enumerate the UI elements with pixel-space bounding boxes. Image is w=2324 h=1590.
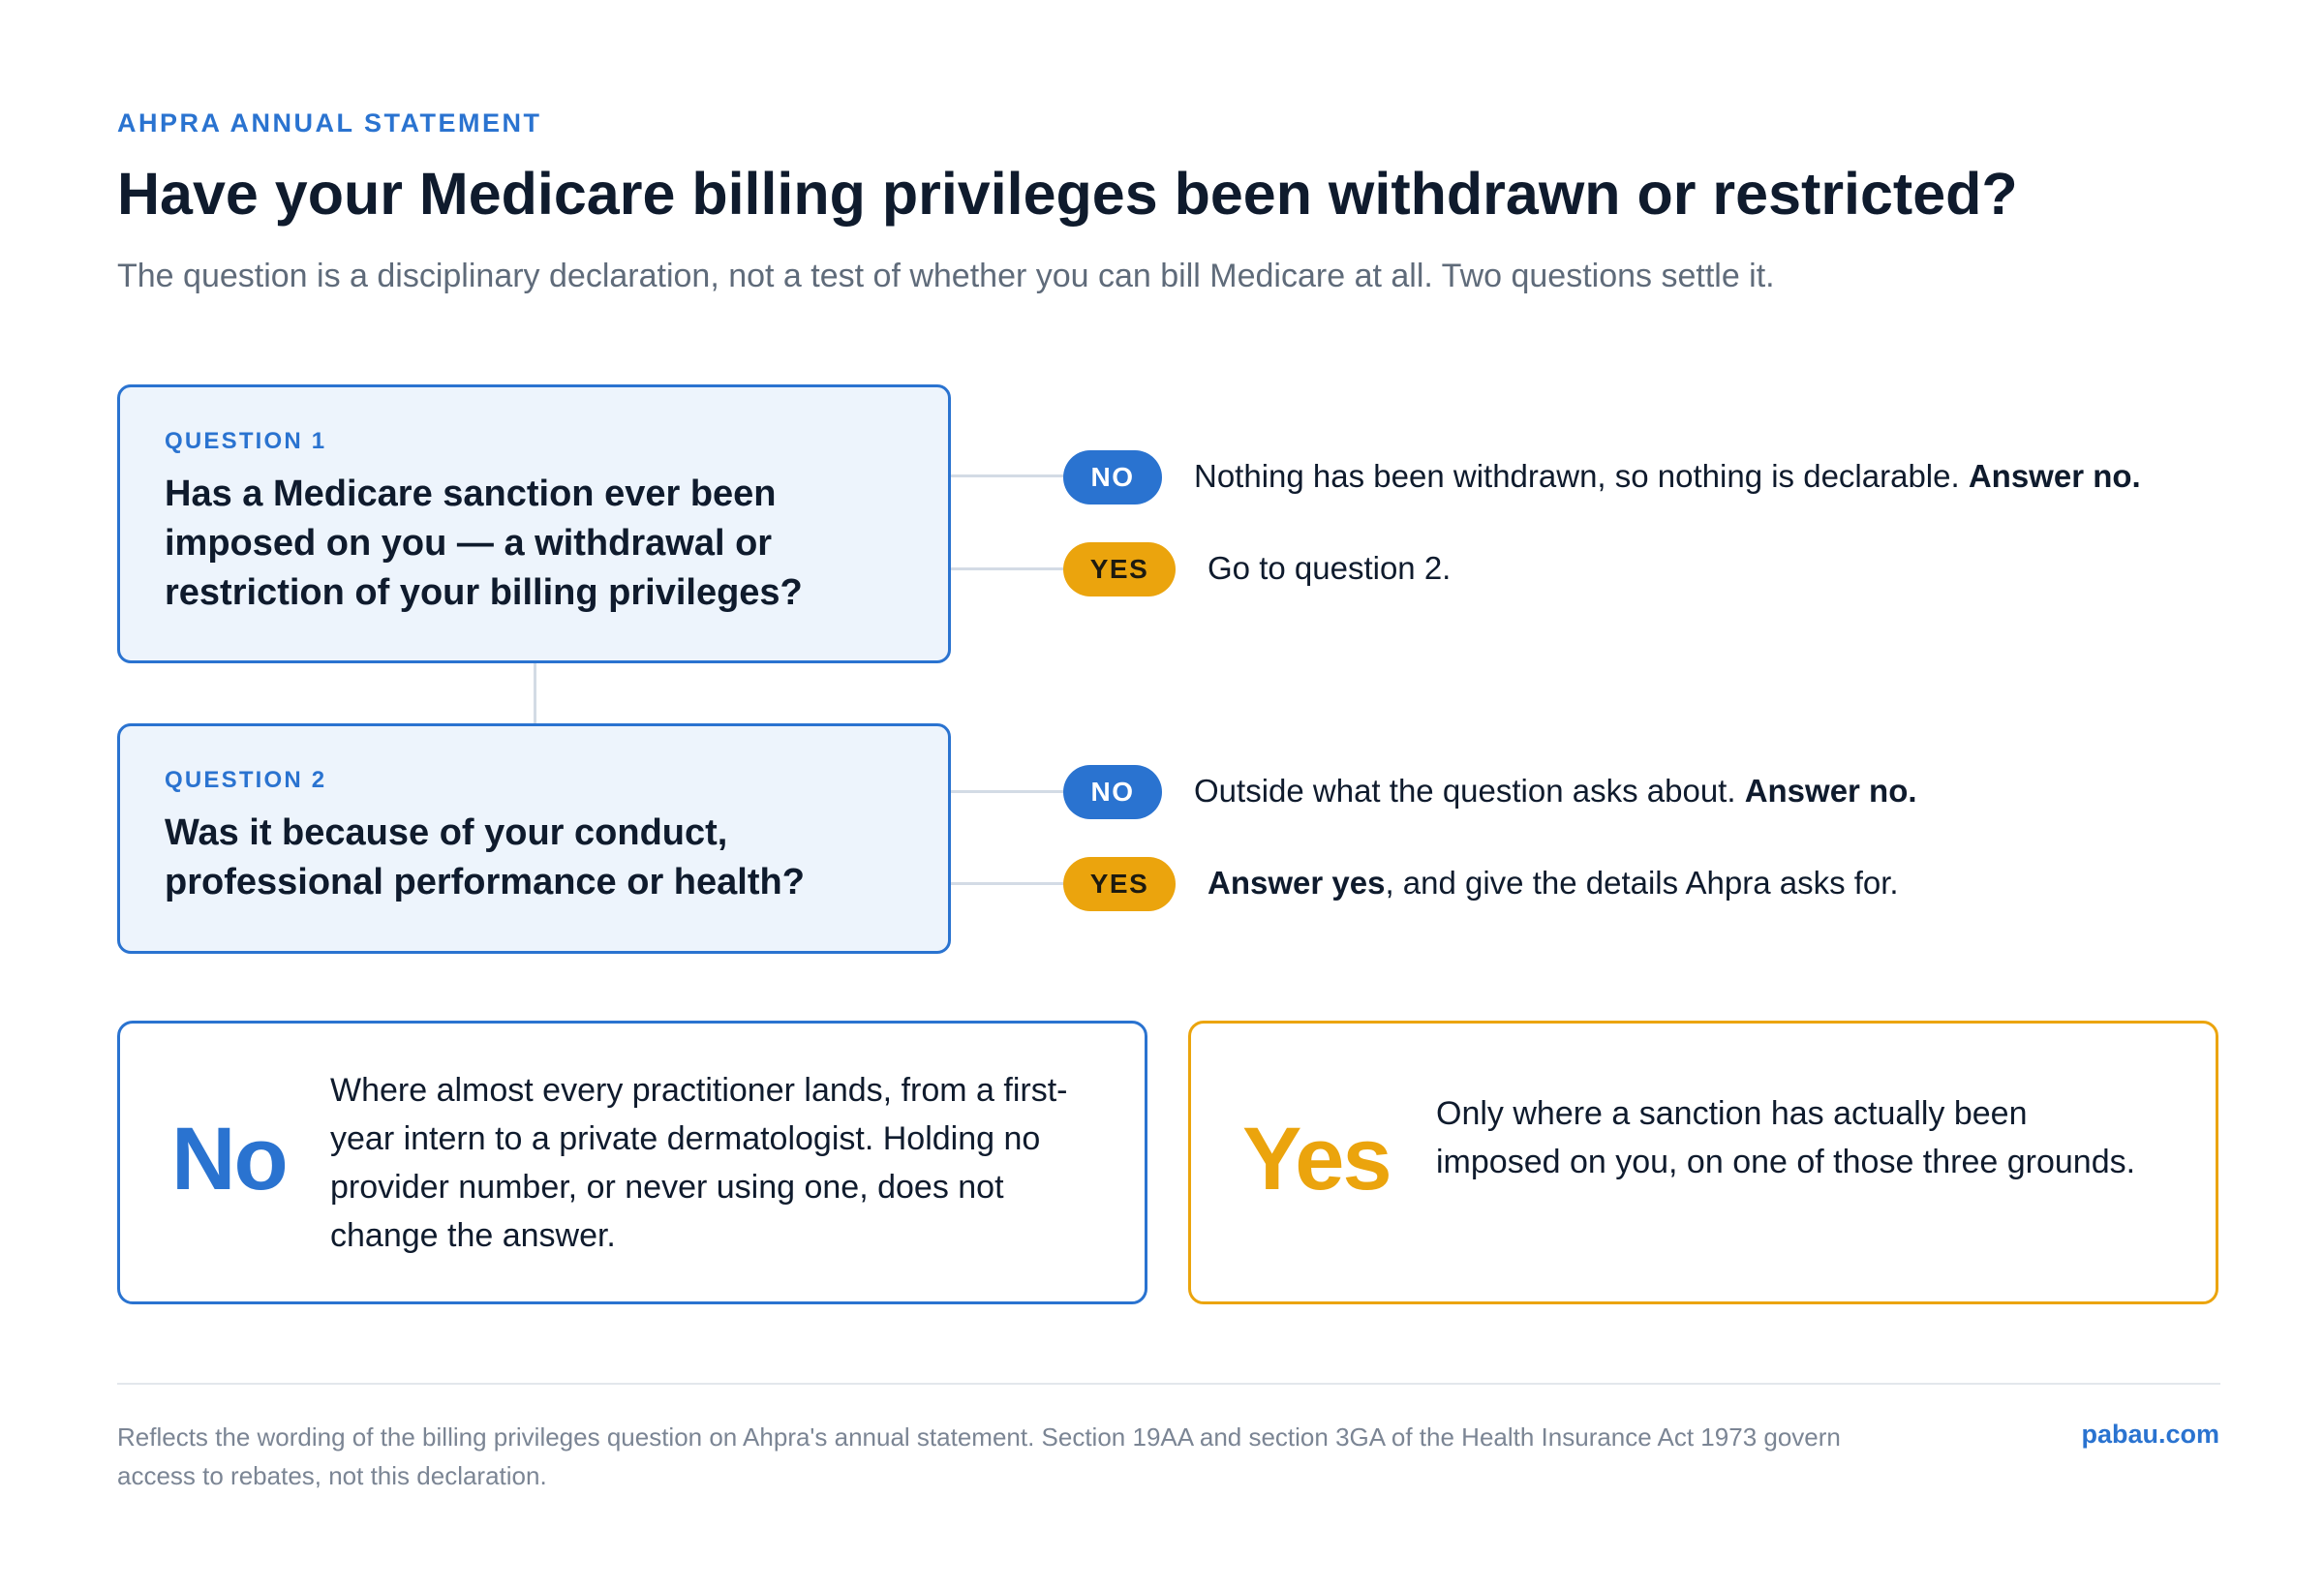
question-1-box: QUESTION 1 Has a Medicare sanction ever … [117,384,951,663]
q1-no-answer-text: Nothing has been withdrawn, so nothing i… [1194,458,1969,494]
outcome-no-word: No [171,1110,289,1208]
q1-no-pill: NO [1063,450,1162,505]
outcome-yes-text: Only where a sanction has actually been … [1436,1095,2136,1180]
q2-yes-answer-bold: Answer yes [1208,865,1386,901]
q2-yes-answer: Answer yes, and give the details Ahpra a… [1208,865,1899,902]
question-2-box: QUESTION 2 Was it because of your conduc… [117,723,951,954]
outcome-yes-box: Yes Only where a sanction has actually b… [1188,1021,2218,1304]
question-1-line: Has a Medicare sanction ever been [165,474,777,514]
question-2-label: QUESTION 2 [165,767,327,793]
outcome-yes-word: Yes [1242,1110,1392,1208]
connector-q1-no [951,474,1065,477]
page-title: Have your Medicare billing privileges be… [117,161,2018,227]
q2-no-answer-text: Outside what the question asks about. [1194,773,1745,809]
question-2-text: Was it because of your conduct, professi… [165,809,909,907]
q1-yes-pill: YES [1063,542,1176,596]
question-2-line: professional performance or health? [165,862,805,902]
eyebrow: AHPRA ANNUAL STATEMENT [117,108,542,138]
q2-no-answer: Outside what the question asks about. An… [1194,773,1917,810]
q1-no-answer-bold: Answer no. [1968,458,2141,494]
q1-yes-answer: Go to question 2. [1208,550,1452,586]
page-subtitle: The question is a disciplinary declarati… [117,258,1775,294]
connector-q2-no [951,790,1065,793]
footnote: Reflects the wording of the billing priv… [117,1422,1841,1490]
question-1-line: imposed on you — a withdrawal or [165,523,773,564]
q2-yes-answer-text: , and give the details Ahpra asks for. [1385,865,1899,901]
brand-link[interactable]: pabau.com [2081,1420,2219,1449]
outcome-no-text: Where almost every practitioner lands, f… [330,1072,1068,1254]
q1-no-answer: Nothing has been withdrawn, so nothing i… [1194,458,2141,495]
question-1-line: restriction of your billing privileges? [165,572,803,613]
question-1-text: Has a Medicare sanction ever been impose… [165,470,909,618]
connector-q2-yes [951,882,1065,885]
q2-no-pill: NO [1063,765,1162,819]
connector-q1-q2 [534,663,536,723]
q2-yes-pill: YES [1063,857,1176,911]
connector-q1-yes [951,567,1065,570]
footer-divider [117,1383,2220,1385]
q2-no-answer-bold: Answer no. [1744,773,1917,809]
outcome-no-box: No Where almost every practitioner lands… [117,1021,1147,1304]
question-1-label: QUESTION 1 [165,428,327,454]
question-2-line: Was it because of your conduct, [165,812,728,853]
